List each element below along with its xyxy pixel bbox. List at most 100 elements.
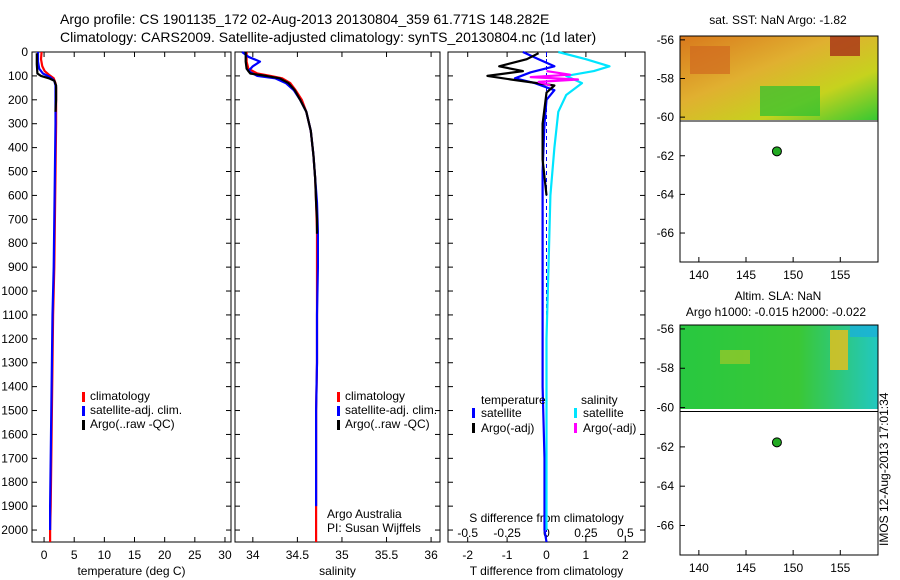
legend-swatch — [472, 423, 475, 433]
sla-map-high-patch — [830, 330, 848, 370]
map-y-tick-label: -56 — [657, 322, 675, 336]
figure-title-line-1: Argo profile: CS 1901135_172 02-Aug-2013… — [60, 11, 549, 27]
argo-float-position-marker — [771, 437, 782, 448]
annotation-line: Argo Australia — [327, 507, 402, 521]
y-tick-label: 1900 — [1, 499, 28, 513]
x-tick-label: 15 — [128, 548, 142, 562]
x-axis-label: salinity — [319, 564, 356, 578]
sla-map-mid-patch — [720, 350, 750, 364]
y-tick-label: 1800 — [1, 475, 28, 489]
y-tick-label: 800 — [8, 236, 28, 250]
x-tick-label: 34 — [246, 548, 260, 562]
map-x-tick-label: 140 — [689, 268, 709, 282]
map-frame — [679, 35, 879, 263]
x-tick-label: 10 — [98, 548, 112, 562]
x-tick-label-salinity: 0 — [543, 526, 550, 540]
y-tick-label: 1600 — [1, 427, 28, 441]
legend-label: satellite — [481, 406, 522, 420]
series-line-argo-raw-qc- — [35, 53, 58, 112]
map-y-tick-label: -64 — [657, 479, 675, 493]
legend-label: Argo(-adj) — [583, 421, 636, 435]
map-y-tick-label: -62 — [657, 440, 675, 454]
difference-profile-panel: -2 -1 0 1 2 T difference from climatology -0.5… — [447, 50, 646, 578]
map-x-tick-label: 140 — [689, 561, 709, 575]
y-tick-label: 500 — [8, 165, 28, 179]
legend-label: Argo(..raw -QC) — [345, 417, 430, 431]
series-line-salinity-satellite — [545, 50, 611, 530]
figure-title-line-2: Climatology: CARS2009. Satellite-adjuste… — [60, 29, 596, 45]
y-tick-label: 1100 — [2, 308, 28, 322]
x-tick-label: 0 — [543, 548, 550, 562]
y-tick-label: 600 — [8, 188, 28, 202]
x-tick-label: 2 — [622, 548, 629, 562]
sst-map-panel: 140 145 150 155 -56 -58 -60 -62 -64 -66 — [657, 33, 879, 282]
map-x-tick-label: 150 — [783, 561, 803, 575]
argo-float-position-marker — [771, 146, 782, 157]
y-tick-label: 0 — [21, 45, 28, 59]
legend-heading-salinity: salinity — [581, 393, 618, 407]
map-x-tick-label: 145 — [736, 561, 756, 575]
legend-swatch — [574, 423, 577, 433]
y-tick-label: 2000 — [1, 523, 28, 537]
series-line-satellite-adj-clim- — [36, 52, 57, 530]
x-tick-label: 30 — [218, 548, 232, 562]
y-tick-label: 300 — [8, 117, 28, 131]
x-tick-label: 35 — [335, 548, 349, 562]
y-tick-label: 900 — [8, 260, 28, 274]
series-line-climatology — [245, 52, 319, 542]
legend-swatch — [82, 392, 85, 402]
no-data-region — [680, 120, 878, 262]
legend-label: satellite — [583, 406, 624, 420]
y-tick-label: 1000 — [1, 284, 28, 298]
sla-map-title: Altim. SLA: NaN — [735, 289, 822, 303]
timestamp-label: IMOS 12-Aug-2013 17:01:34 — [877, 392, 891, 546]
x-tick-label: -2 — [462, 548, 473, 562]
map-y-tick-label: -58 — [657, 71, 675, 85]
map-y-tick-label: -56 — [657, 33, 675, 47]
x-tick-label: 34.5 — [286, 548, 310, 562]
sla-map-panel: 140 145 150 155 -56 -58 -60 -62 -64 -66 — [657, 322, 879, 575]
y-tick-label: 200 — [8, 93, 28, 107]
series-line-argo-raw-qc- — [244, 52, 319, 234]
series-line-temperature-argo-adj- — [486, 52, 556, 196]
x-tick-label: 20 — [158, 548, 172, 562]
series-line-salinity-argo-adj- — [529, 70, 580, 87]
legend-swatch — [574, 408, 577, 418]
x-tick-label-salinity: -0.5 — [457, 526, 478, 540]
legend-label: climatology — [345, 389, 405, 403]
x-tick-label-salinity: 0.5 — [617, 526, 634, 540]
legend-swatch — [337, 406, 340, 416]
map-y-tick-label: -58 — [657, 361, 675, 375]
legend-heading-temperature: temperature — [481, 393, 546, 407]
legend-swatch — [82, 420, 85, 430]
map-y-tick-label: -60 — [657, 110, 675, 124]
map-y-tick-label: -66 — [657, 519, 675, 533]
x-axis-label: T difference from climatology — [470, 564, 624, 578]
x-tick-label-salinity: -0.25 — [493, 526, 521, 540]
annotation-line: PI: Susan Wijffels — [327, 521, 421, 535]
sst-map-hot-patch — [830, 36, 860, 56]
y-tick-label: 1400 — [1, 380, 28, 394]
y-tick-label: 700 — [8, 212, 28, 226]
y-tick-label: 100 — [8, 69, 28, 83]
legend-label: satellite-adj. clim. — [345, 403, 437, 417]
x-axis-label: temperature (deg C) — [77, 564, 185, 578]
map-y-tick-label: -60 — [657, 401, 675, 415]
x-tick-label: 1 — [583, 548, 590, 562]
legend-swatch — [337, 392, 340, 402]
legend-swatch — [472, 408, 475, 418]
plot-frame — [234, 51, 441, 543]
salinity-profile-panel: 34 34.5 35 35.5 36 salinity climatologysatelli… — [234, 51, 441, 578]
x-tick-label: 35.5 — [375, 548, 399, 562]
y-tick-label: 400 — [8, 141, 28, 155]
y-tick-label: 1300 — [1, 356, 28, 370]
x-tick-label: 0 — [41, 548, 48, 562]
legend-label: Argo(-adj) — [481, 421, 534, 435]
series-line-satellite-adj-clim- — [241, 51, 319, 507]
map-x-tick-label: 145 — [736, 268, 756, 282]
legend-swatch — [337, 420, 340, 430]
map-x-tick-label: 155 — [830, 561, 850, 575]
sla-map-data-field — [680, 325, 878, 409]
y-tick-label: 1200 — [1, 332, 28, 346]
legend-swatch — [82, 406, 85, 416]
